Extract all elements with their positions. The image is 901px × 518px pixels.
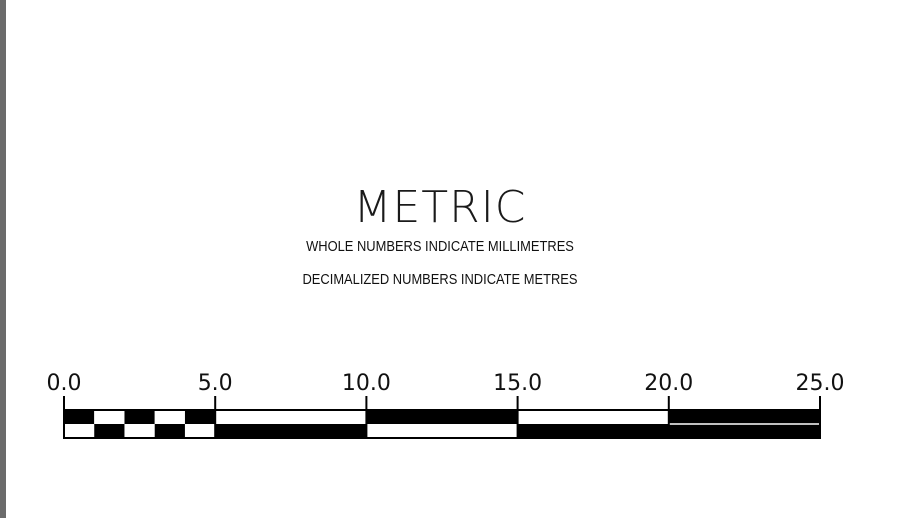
tick-label: 0.0 xyxy=(47,371,82,396)
subtitle-line-1: WHOLE NUMBERS INDICATE MILLIMETRES xyxy=(306,238,574,255)
fine-segment-bottom xyxy=(154,424,185,438)
major-segment-top xyxy=(517,410,669,424)
fine-segment-bottom xyxy=(184,424,216,438)
major-segment-bottom xyxy=(668,424,820,438)
major-segment-bottom xyxy=(517,424,669,438)
fine-segment-bottom xyxy=(94,424,125,438)
left-border xyxy=(0,0,6,518)
fine-segment-top xyxy=(154,410,185,424)
page-title: METRIC xyxy=(353,182,527,233)
tick-label: 25.0 xyxy=(796,371,845,396)
fine-segment-bottom xyxy=(64,424,95,438)
major-segment-bottom xyxy=(215,424,367,438)
fine-segment-bottom xyxy=(124,424,155,438)
major-segment-top xyxy=(366,410,518,424)
fine-segment-top xyxy=(64,410,95,424)
tick-label: 15.0 xyxy=(493,371,542,396)
major-segment-top xyxy=(668,410,820,424)
fine-segment-top xyxy=(124,410,155,424)
tick-label: 20.0 xyxy=(644,371,693,396)
tick-label: 5.0 xyxy=(198,371,233,396)
major-segment-bottom xyxy=(366,424,518,438)
major-segment-top xyxy=(215,410,367,424)
tick-label: 10.0 xyxy=(342,371,391,396)
fine-segment-top xyxy=(94,410,125,424)
fine-segment-top xyxy=(184,410,216,424)
subtitle-line-2: DECIMALIZED NUMBERS INDICATE METRES xyxy=(302,271,578,288)
